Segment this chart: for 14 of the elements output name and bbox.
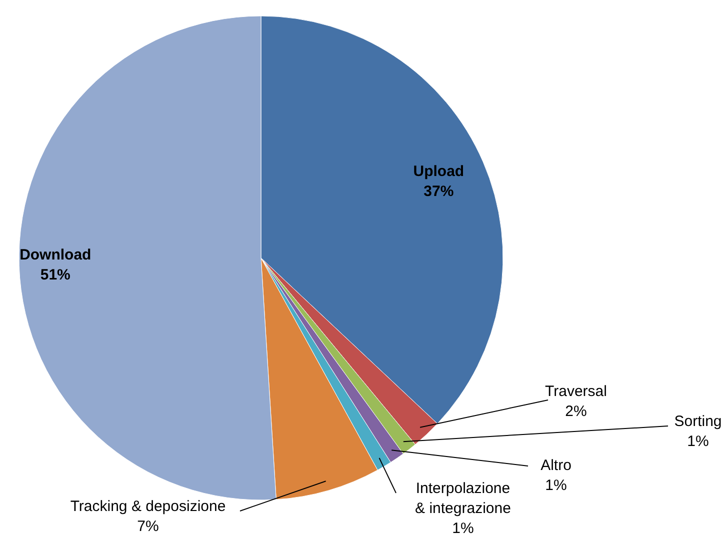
data-label: 2% — [565, 403, 587, 420]
slice-label: Altro — [540, 457, 572, 474]
slice-label: Download — [20, 246, 92, 264]
data-label: 37% — [424, 183, 454, 200]
data-label: 1% — [545, 477, 567, 494]
data-label: 7% — [137, 518, 159, 535]
slice-label: Traversal — [545, 383, 607, 400]
slice-label: Interpolazione & integrazione — [415, 480, 511, 517]
slice-label: Sorting — [674, 413, 722, 430]
slice-label: Tracking & deposizione — [70, 498, 226, 515]
slice-label: Upload — [413, 163, 464, 180]
data-label: 51% — [40, 266, 70, 284]
data-label: 1% — [452, 520, 474, 537]
data-label: 1% — [687, 433, 709, 450]
